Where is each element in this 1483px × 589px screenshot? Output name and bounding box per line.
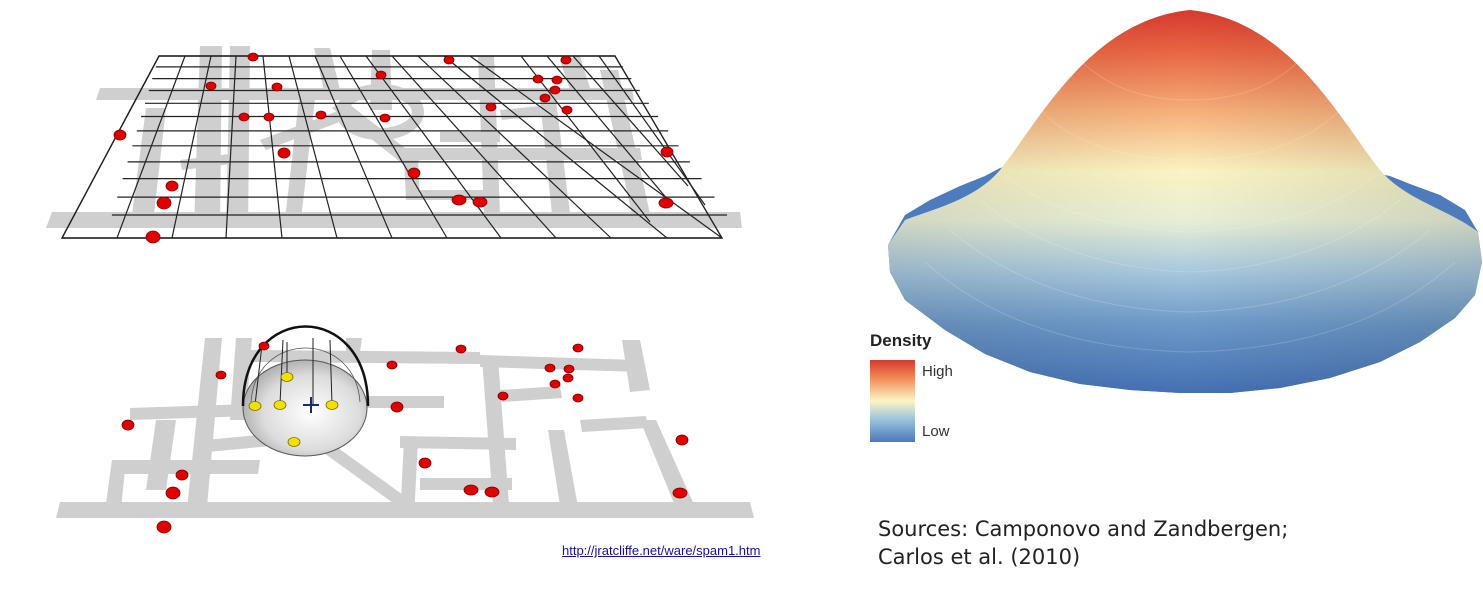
incident-points-top [113, 52, 674, 244]
source-link[interactable]: http://jratcliffe.net/ware/spam1.htm [562, 543, 761, 558]
incident-points-bottom [121, 341, 689, 534]
bandwidth-dome-outline [241, 325, 370, 407]
grid-map-panel [46, 46, 742, 244]
bandwidth-dome-shadow [242, 359, 368, 457]
street-network-bottom [56, 338, 754, 518]
density-color-ramp [870, 360, 915, 442]
sources-line-1: Sources: Camponovo and Zandbergen; [878, 517, 1289, 541]
kernel-search-panel [56, 325, 754, 534]
legend-title: Density [870, 331, 932, 350]
center-crosshair [303, 397, 319, 413]
legend-low-label: Low [922, 423, 950, 440]
incident-points-inside-bandwidth [248, 372, 339, 447]
sources-line-2: Carlos et al. (2010) [878, 545, 1081, 569]
kernel-drop-lines [254, 338, 333, 406]
grid-lines [60, 55, 727, 239]
legend-high-label: High [922, 363, 953, 380]
density-contour-bands [924, 59, 1456, 353]
density-surface-3d [888, 10, 1482, 393]
sources-citation: Sources: Camponovo and Zandbergen; Carlo… [878, 515, 1288, 571]
